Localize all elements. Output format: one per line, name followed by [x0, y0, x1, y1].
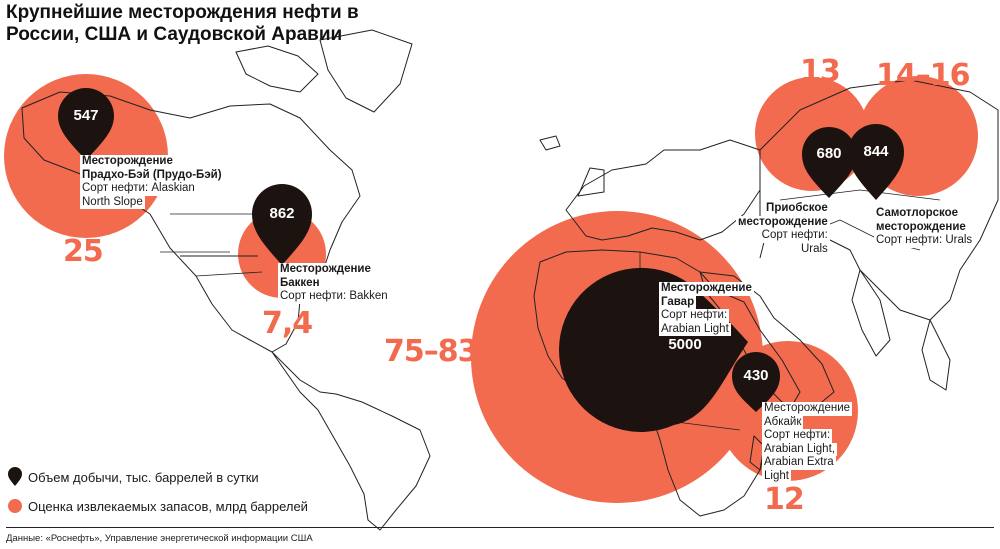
- field-label-abqaiq: Месторождение Абкайк Сорт нефти: Arabian…: [762, 402, 853, 483]
- reserve-value-prudhoe: 25: [63, 234, 104, 269]
- production-value-abqaiq: 430: [743, 367, 769, 384]
- pin-abqaiq: [732, 352, 780, 412]
- production-value-samotlor: 844: [863, 143, 889, 160]
- legend-production: Объем добычи, тыс. баррелей в сутки: [28, 470, 259, 485]
- legend-production-label: Объем добычи, тыс. баррелей в сутки: [28, 470, 259, 485]
- production-value-bakken: 862: [269, 205, 295, 222]
- reserve-value-abqaiq: 12: [764, 482, 805, 517]
- reserve-value-priobskoye: 13: [800, 54, 841, 89]
- pin-ghawar: [558, 267, 748, 432]
- pin-prudhoe: [58, 88, 114, 160]
- pin-samotlor: [848, 124, 904, 200]
- legend-circle-icon: [8, 499, 22, 513]
- legend-reserves: Оценка извлекаемых запасов, млрд барреле…: [28, 499, 308, 514]
- field-label-samotlor: Самотлорское месторождение Сорт нефти: U…: [874, 207, 975, 248]
- reserve-value-samotlor: 14–16: [876, 58, 970, 93]
- production-value-ghawar: 5000: [668, 336, 702, 353]
- source-note: Данные: «Роснефть», Управление энергетич…: [6, 533, 313, 544]
- field-label-priobskoye: Приобское месторождение Сорт нефти: Ural…: [736, 202, 830, 256]
- pin-priobskoye: [802, 127, 856, 198]
- field-label-prudhoe: Месторождение Прадхо-Бэй (Прудо-Бэй) Сор…: [80, 155, 224, 209]
- chart-title: Крупнейшие месторождения нефти в России,…: [6, 2, 359, 45]
- production-value-priobskoye: 680: [816, 145, 842, 162]
- reserve-value-ghawar: 75–83: [384, 334, 478, 369]
- footer-rule: [6, 527, 994, 528]
- legend-pin-icon: [8, 467, 22, 486]
- field-label-ghawar: Месторождение Гавар Сорт нефти: Arabian …: [659, 282, 754, 336]
- field-label-bakken: Месторождение Баккен Сорт нефти: Bakken: [278, 263, 390, 304]
- reserve-value-bakken: 7,4: [262, 306, 313, 341]
- production-value-prudhoe: 547: [73, 107, 99, 124]
- pin-bakken: [252, 184, 312, 265]
- legend-reserves-label: Оценка извлекаемых запасов, млрд барреле…: [28, 499, 308, 514]
